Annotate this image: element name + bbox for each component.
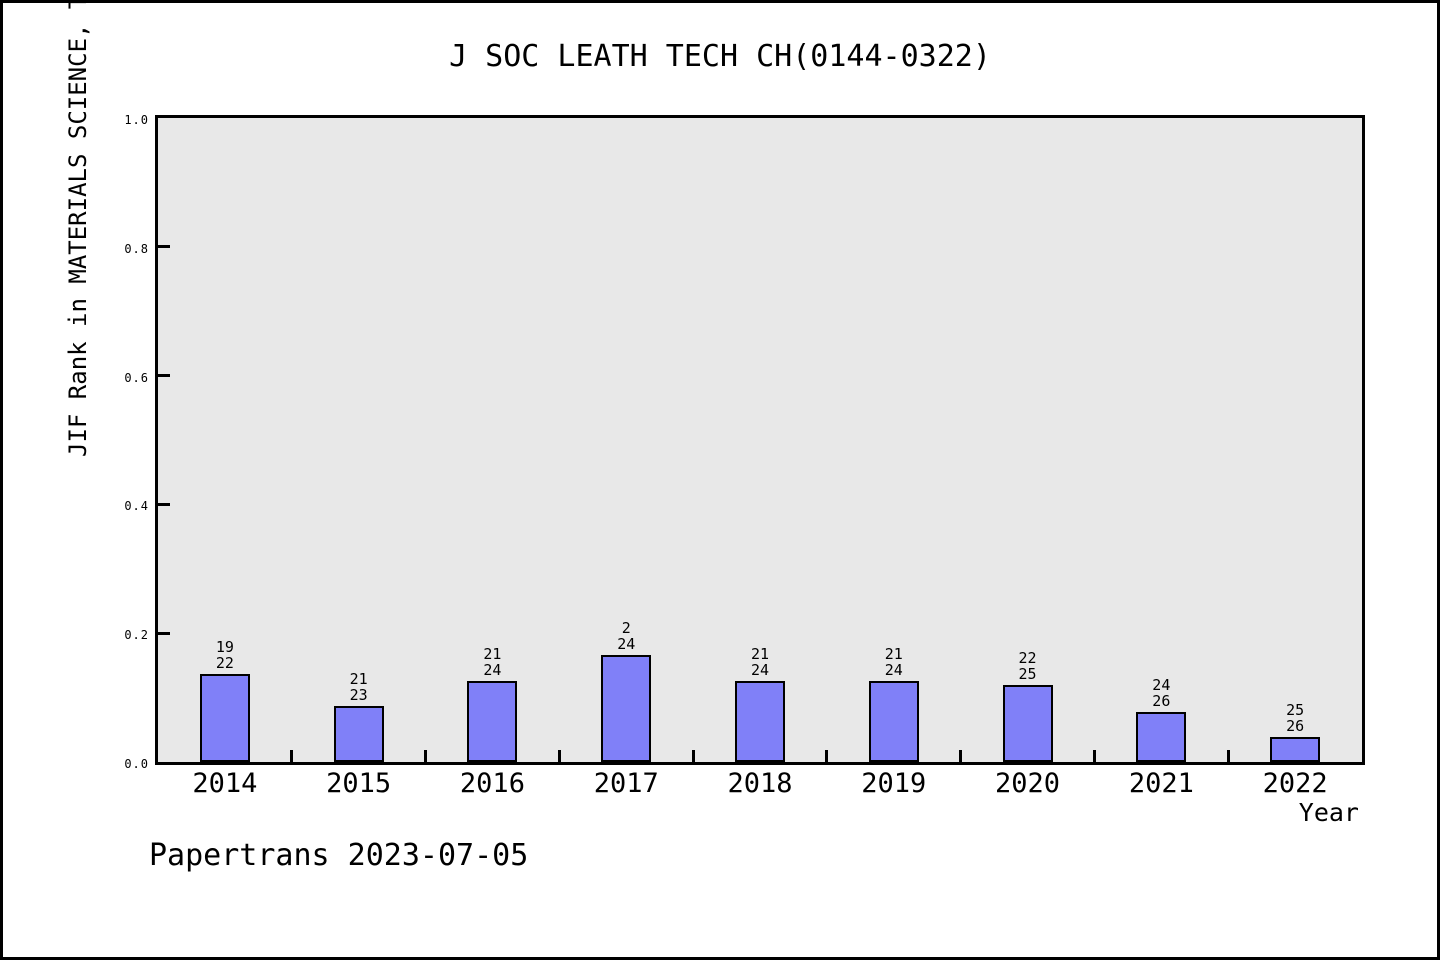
x-tick-label: 2014 — [192, 768, 258, 799]
bar-rank-value: 22 — [1018, 649, 1037, 667]
y-tick-mark — [158, 245, 170, 249]
bar — [1002, 685, 1053, 762]
bar-rank-value: 19 — [215, 638, 234, 656]
bar-value-label: 2 24 — [586, 620, 666, 652]
footer-watermark: Papertrans 2023-07-05 — [149, 838, 529, 873]
x-tick-label: 2020 — [995, 768, 1061, 799]
bar — [333, 706, 384, 762]
bar-rank-value: 2 — [621, 619, 631, 637]
bar-total-value: 26 — [1152, 692, 1171, 710]
x-axis-title: Year — [1298, 798, 1359, 827]
bar — [601, 655, 652, 762]
x-tick-mark — [424, 750, 428, 762]
bar — [868, 681, 919, 762]
bar-value-label: 21 24 — [854, 646, 934, 678]
bar-rank-value: 21 — [349, 670, 368, 688]
x-tick-label: 2019 — [861, 768, 927, 799]
bar — [199, 674, 250, 762]
bar-total-value: 24 — [750, 661, 770, 679]
y-tick-label: 0.6 — [124, 370, 149, 385]
y-tick-mark — [158, 502, 170, 506]
y-tick-mark — [158, 631, 170, 635]
bar-total-value: 24 — [884, 661, 903, 679]
bar-total-value: 24 — [483, 661, 502, 679]
plot-area: 19 22 21 23 21 24 2 24 21 24 21 24 22 25 24 26 25 26 — [155, 115, 1365, 765]
bar-value-label: 21 24 — [452, 646, 532, 678]
x-tick-mark — [290, 750, 294, 762]
bar-value-label: 21 24 — [720, 646, 800, 678]
bar-total-value: 25 — [1018, 665, 1037, 683]
chart-title: J SOC LEATH TECH CH(0144-0322) — [449, 39, 991, 74]
bar-value-label: 25 26 — [1255, 702, 1335, 734]
bar-value-label: 21 23 — [319, 671, 399, 703]
bar-rank-value: 25 — [1286, 701, 1305, 719]
x-tick-label: 2017 — [593, 768, 659, 799]
x-tick-label: 2021 — [1128, 768, 1194, 799]
bar-rank-value: 21 — [884, 645, 903, 663]
y-tick-label: 0.0 — [124, 757, 149, 771]
bar-total-value: 23 — [349, 686, 368, 704]
x-tick-mark — [557, 750, 561, 762]
x-tick-label: 2016 — [459, 768, 525, 799]
x-tick-label: 2022 — [1262, 768, 1328, 799]
bar-total-value: 24 — [617, 635, 636, 653]
x-tick-mark — [1092, 750, 1096, 762]
x-tick-label: 2018 — [727, 768, 793, 799]
bar-total-value: 22 — [215, 654, 234, 672]
bar-value-label: 22 25 — [988, 650, 1068, 682]
y-tick-mark — [158, 374, 170, 378]
x-tick-mark — [1226, 750, 1230, 762]
x-tick-mark — [691, 750, 695, 762]
bar — [735, 681, 785, 762]
y-tick-label: 1.0 — [124, 113, 149, 127]
bar — [467, 681, 518, 762]
x-tick-label: 2015 — [326, 768, 392, 799]
bar-value-label: 19 22 — [185, 639, 265, 671]
bar-total-value: 26 — [1286, 717, 1305, 735]
y-tick-label: 0.4 — [124, 499, 149, 514]
y-tick-label: 0.8 — [124, 241, 149, 256]
bar-rank-value: 24 — [1152, 676, 1171, 694]
bar-value-label: 24 26 — [1121, 677, 1201, 709]
y-tick-label: 0.2 — [124, 628, 149, 643]
bar-rank-value: 21 — [483, 645, 502, 663]
x-tick-mark — [825, 750, 829, 762]
bar — [1270, 737, 1321, 762]
x-tick-mark — [959, 750, 963, 762]
bar — [1136, 712, 1187, 762]
bar-rank-value: 21 — [750, 645, 770, 663]
